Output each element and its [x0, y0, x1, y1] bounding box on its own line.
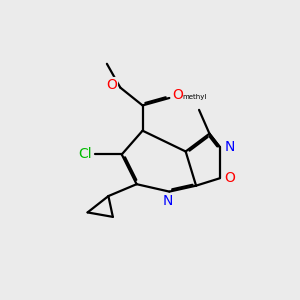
Text: N: N: [163, 194, 173, 208]
Text: N: N: [224, 140, 235, 154]
Text: O: O: [172, 88, 183, 102]
Text: methyl: methyl: [182, 94, 207, 100]
Text: O: O: [224, 171, 235, 185]
Text: Cl: Cl: [78, 148, 92, 161]
Text: O: O: [106, 78, 117, 92]
